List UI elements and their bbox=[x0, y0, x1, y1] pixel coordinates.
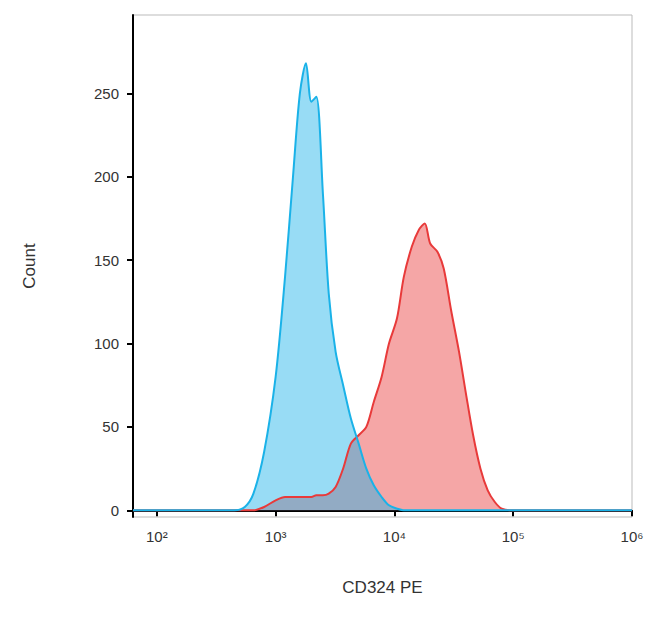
svg-text:10⁴: 10⁴ bbox=[383, 528, 406, 545]
svg-text:10²: 10² bbox=[146, 528, 168, 545]
svg-text:10⁵: 10⁵ bbox=[502, 528, 525, 545]
svg-text:10⁶: 10⁶ bbox=[621, 528, 644, 545]
svg-text:150: 150 bbox=[94, 252, 119, 269]
svg-text:50: 50 bbox=[102, 418, 119, 435]
svg-text:CD324 PE: CD324 PE bbox=[342, 578, 422, 597]
svg-text:0: 0 bbox=[111, 502, 119, 519]
svg-text:100: 100 bbox=[94, 335, 119, 352]
svg-text:Count: Count bbox=[20, 243, 39, 289]
svg-text:250: 250 bbox=[94, 85, 119, 102]
svg-text:200: 200 bbox=[94, 168, 119, 185]
svg-text:10³: 10³ bbox=[265, 528, 287, 545]
